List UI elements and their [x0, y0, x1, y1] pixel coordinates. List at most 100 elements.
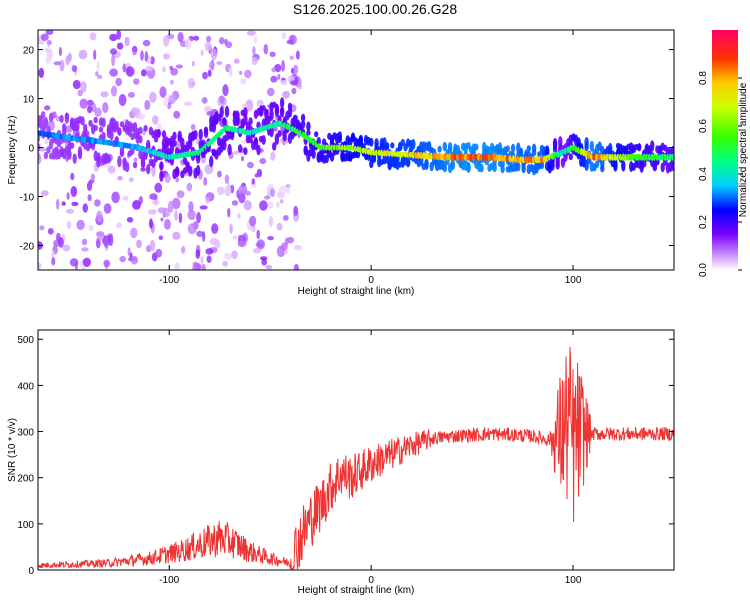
spectrogram-cell [314, 131, 319, 138]
spectrogram-cell [287, 106, 293, 118]
spectrogram-cell [127, 247, 131, 257]
spectrogram-cell [240, 156, 245, 162]
spectrogram-cell [172, 231, 181, 240]
spectrogram-cell [59, 114, 64, 123]
spectrogram-cell [492, 162, 497, 173]
spectrogram-cell [240, 78, 247, 85]
spectrogram-cell [175, 177, 179, 183]
spectrogram-cell [116, 222, 122, 229]
spectrogram-cell [254, 173, 259, 178]
spectrogram-cell [531, 143, 537, 153]
spectrogram-cell [337, 131, 342, 141]
spectrogram-cell [51, 250, 55, 258]
snr-plot [38, 346, 674, 570]
spectrogram-cell [642, 159, 647, 168]
spectrogram-cell [132, 51, 137, 56]
spectrogram-cell [219, 37, 225, 45]
spectrogram-cell [148, 209, 154, 215]
spectrogram-cell [261, 135, 266, 145]
spectrogram-cell [119, 121, 125, 128]
spectrogram-cell [130, 227, 138, 239]
spectrogram-cell [138, 135, 143, 144]
snr-series-line [38, 346, 674, 570]
colorbar-label: Normalized spectral amplitude [738, 82, 749, 217]
spectrogram-cell [103, 259, 111, 268]
spectrogram-cell [660, 162, 665, 173]
spectrogram-cell [267, 186, 271, 199]
colorbar-tick-label: 0.6 [698, 119, 709, 133]
bottom-x-tick-label: -100 [159, 575, 179, 586]
spectrogram-cell [277, 130, 282, 138]
spectrogram-cell [163, 97, 168, 107]
spectrogram-cell [61, 201, 66, 206]
spectrogram-cell [56, 140, 62, 148]
spectrogram-cell [171, 197, 181, 210]
spectrogram-cell [109, 130, 114, 141]
spectrogram-cell [209, 155, 214, 168]
spectrogram-cell [38, 262, 42, 269]
spectrogram-cell [132, 161, 138, 169]
spectrogram-cell [114, 120, 119, 131]
spectrogram-cell [192, 262, 201, 270]
spectrogram-plot [38, 30, 674, 270]
spectrogram-cell [195, 164, 201, 176]
spectrogram-cell [248, 117, 253, 126]
spectrogram-cell [306, 121, 311, 132]
spectrogram-cell [250, 181, 257, 188]
spectrogram-cell [81, 247, 89, 252]
spectrogram-cell [390, 142, 395, 149]
spectrogram-cell [268, 215, 274, 228]
spectrogram-cell [90, 173, 95, 182]
spectrogram-cell [232, 235, 238, 240]
spectrogram-cell [94, 107, 102, 117]
spectrogram-cell [132, 122, 138, 132]
spectrogram-cell [70, 172, 75, 181]
spectrogram-cell [286, 39, 293, 45]
spectrogram-cell [149, 218, 153, 229]
spectrogram-cell [140, 50, 144, 61]
spectrogram-cell [636, 143, 642, 151]
spectrogram-cell [243, 107, 248, 118]
spectrogram-cell [79, 98, 88, 109]
spectrogram-cell [267, 236, 274, 241]
colorbar [712, 30, 738, 270]
bottom-y-tick-label: 100 [17, 520, 34, 531]
spectrogram-cell [300, 120, 306, 129]
spectrogram-cell [196, 230, 204, 237]
spectrogram-cell [479, 163, 484, 173]
spectrogram-cell [210, 48, 218, 61]
spectrogram-cell [116, 42, 124, 50]
spectrogram-cell [263, 44, 269, 55]
spectrogram-cell [159, 86, 167, 98]
spectrogram-cell [174, 262, 180, 270]
spectrogram-cell [127, 92, 135, 98]
spectrogram-cell [243, 147, 248, 156]
spectrogram-cell [58, 237, 64, 248]
spectrogram-cell [76, 219, 85, 230]
spectrogram-cell [108, 234, 114, 247]
spectrogram-cell [377, 157, 382, 168]
spectrogram-cell [67, 149, 72, 160]
spectrogram-cell [293, 64, 299, 75]
top-x-tick-label: 0 [368, 275, 374, 286]
spectrogram-cell [101, 117, 106, 128]
spectrogram-cell [80, 81, 87, 93]
spectrogram-cell [93, 49, 97, 60]
spectrogram-cell [48, 112, 54, 123]
spectrogram-cell [283, 249, 288, 255]
spectrogram-cell [395, 158, 400, 171]
spectrogram-cell [329, 152, 335, 162]
spectrogram-cell [75, 120, 80, 132]
spectrogram-cell [77, 149, 83, 160]
spectrogram-cell [250, 225, 256, 232]
spectrogram-cell [186, 182, 193, 192]
spectrogram-cell [278, 185, 287, 195]
top-x-tick-label: -100 [159, 275, 179, 286]
spectrogram-cell [117, 175, 123, 181]
spectrogram-cell [117, 128, 122, 136]
spectrogram-cell [269, 51, 276, 57]
spectrogram-cell [38, 153, 42, 165]
spectrogram-cell [183, 101, 193, 106]
spectrogram-cell [122, 63, 126, 73]
